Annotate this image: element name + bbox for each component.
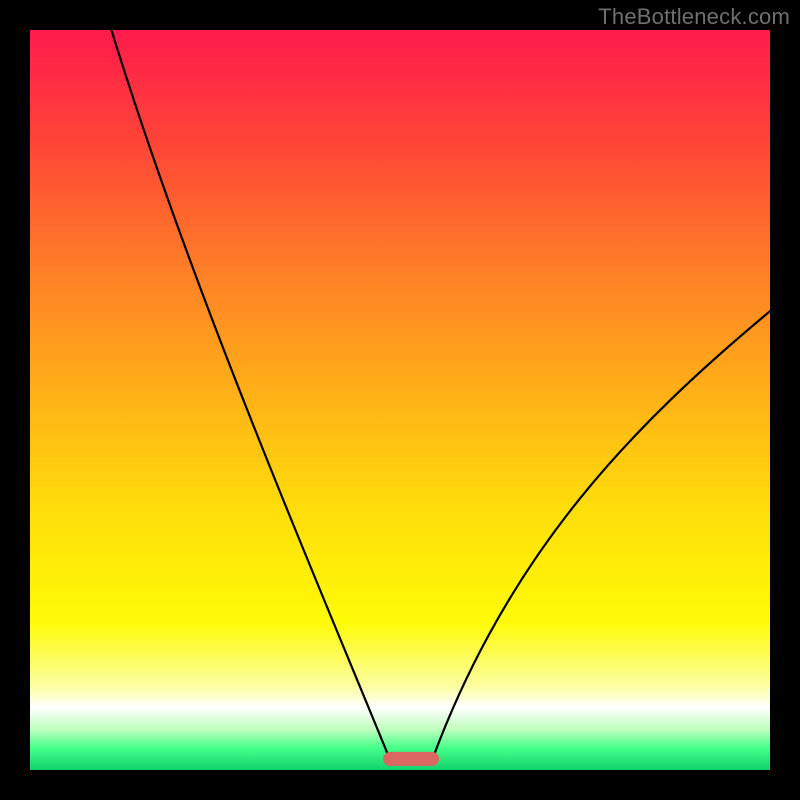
chart-container: TheBottleneck.com [0,0,800,800]
bottleneck-curve-chart [0,0,800,800]
optimum-marker [383,752,439,766]
plot-background-gradient [30,30,770,770]
watermark-text: TheBottleneck.com [598,4,790,30]
